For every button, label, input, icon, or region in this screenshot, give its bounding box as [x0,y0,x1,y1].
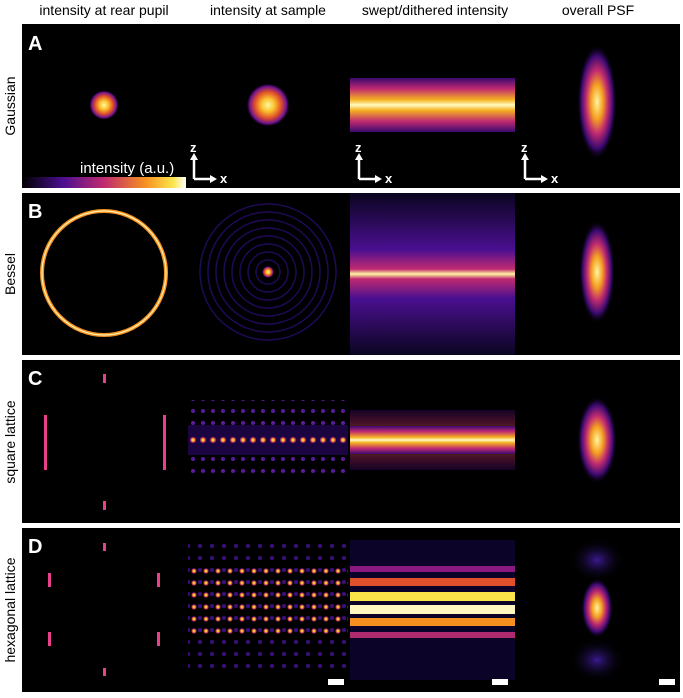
row-label: square lattice [2,400,18,483]
axis-label: x [551,171,559,186]
scale-bar [328,679,344,685]
psf-lobe [569,638,625,682]
swept-band [350,78,515,132]
column-header: swept/dithered intensity [362,2,508,18]
colorbar-label: intensity (a.u.) [80,160,174,177]
psf [579,220,615,324]
pupil-spot [89,90,119,120]
axis-glyph [190,153,548,183]
psf [577,44,617,160]
psf [581,578,613,638]
column-header: intensity at rear pupil [39,2,168,18]
column-header: overall PSF [562,2,634,18]
swept-band [350,426,515,454]
row-label: Gaussian [2,76,18,135]
axis-label: z [355,140,362,155]
pupil-ring [41,210,167,336]
axis-label: x [385,171,393,186]
sample-pattern [188,565,348,637]
sample-spot [246,83,290,127]
swept-band [350,193,515,355]
panel-letter: C [28,368,42,390]
psf [577,396,617,484]
scale-bar [659,679,675,685]
swept-lines [350,540,515,680]
colorbar [22,177,186,188]
sample-rings [199,203,337,341]
row-label: Bessel [2,253,18,295]
row-label: hexagonal lattice [2,557,18,662]
axis-label: z [190,140,197,155]
sample-spot [262,266,274,278]
column-header: intensity at sample [210,2,326,18]
pupil-spots [48,543,160,676]
panel-letter: B [28,201,42,223]
pupil-lines [44,374,166,510]
scale-bar [492,679,508,685]
axis-label: z [521,140,528,155]
panel-letter: A [28,33,42,55]
psf-lobe [569,538,625,582]
sample-pattern [188,430,348,450]
axis-label: x [220,171,228,186]
panel-letter: D [28,536,42,558]
